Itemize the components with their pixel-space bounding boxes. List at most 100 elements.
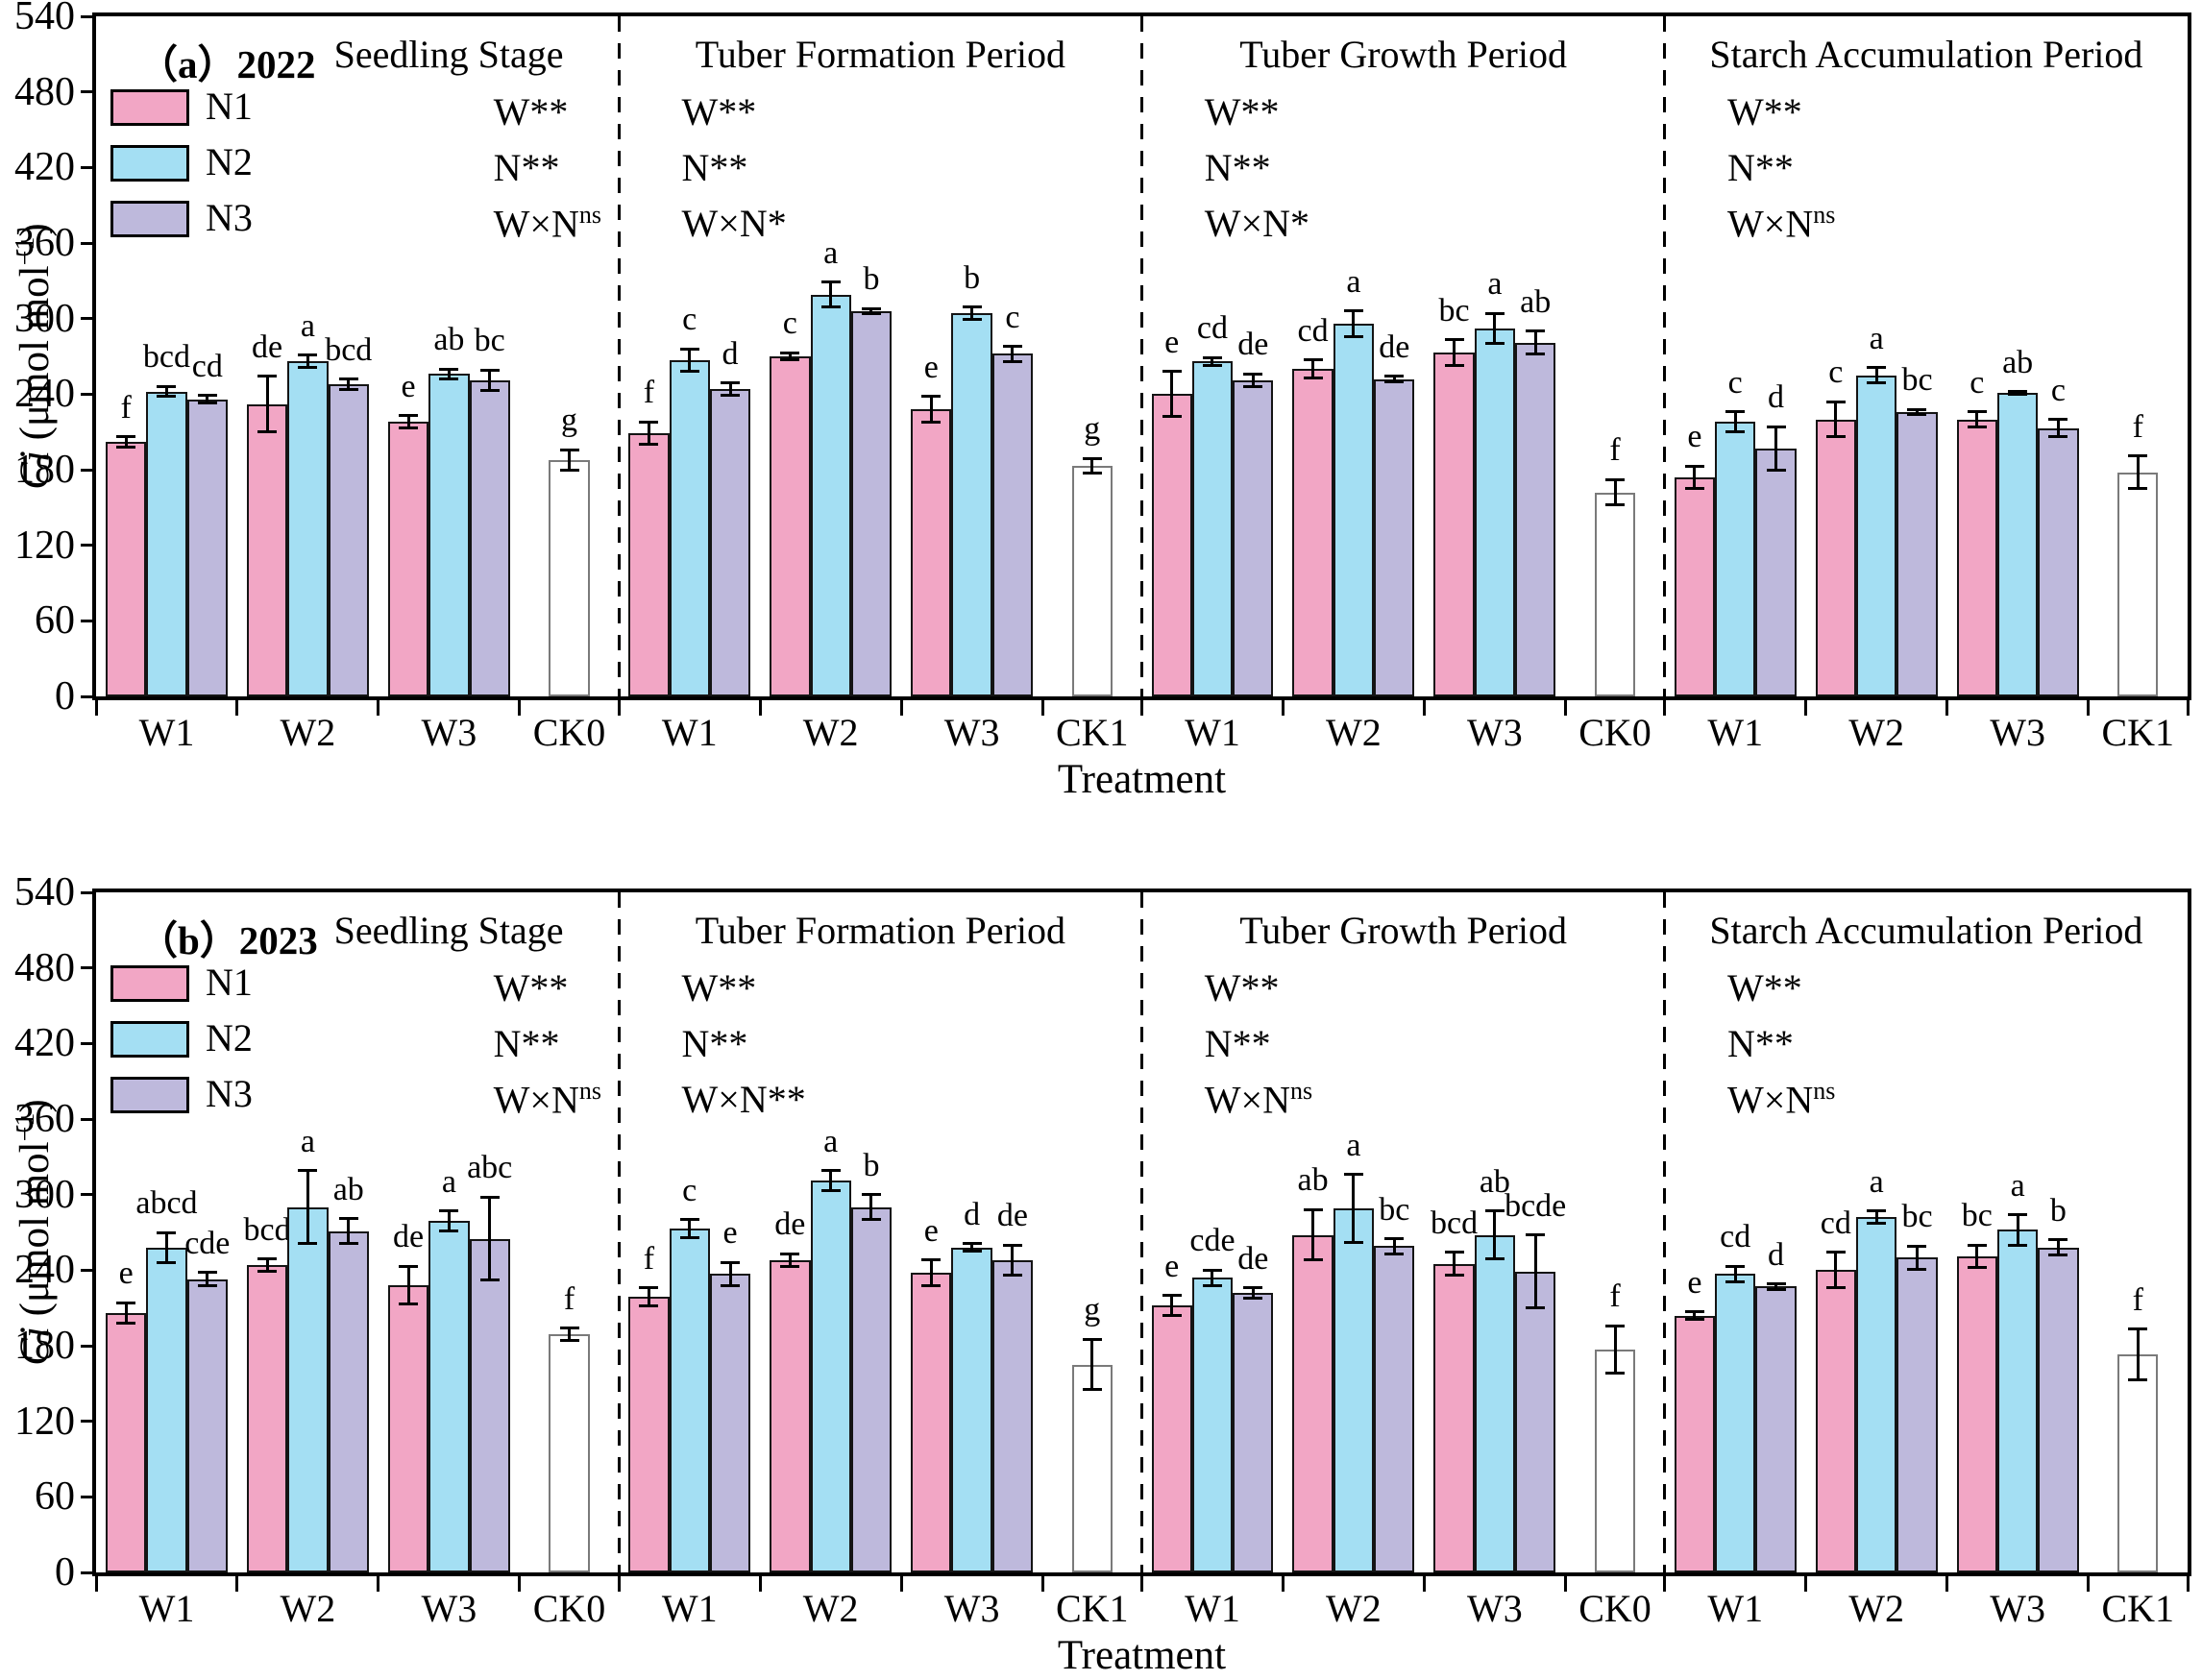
sig-letter: f [643, 1240, 655, 1277]
section-title: Tuber Growth Period [1239, 909, 1567, 952]
x-tick [1281, 700, 1284, 716]
error-bar [788, 353, 792, 360]
sig-letter: c [782, 305, 797, 342]
error-bar [1251, 374, 1255, 387]
stat-line: W** [1204, 966, 1280, 1010]
y-tick-label: 180 [14, 1324, 75, 1368]
y-tick [81, 1344, 96, 1348]
error-bar [306, 354, 309, 368]
bar-w1-n2 [146, 391, 187, 696]
sig-letter: abcd [135, 1185, 198, 1221]
error-bar-cap [1605, 1372, 1626, 1376]
sig-letter: cd [1297, 312, 1329, 349]
error-bar-cap [338, 377, 358, 381]
legend-label-n1: N1 [206, 961, 253, 1004]
error-bar [1392, 1238, 1396, 1254]
error-bar [2136, 455, 2140, 489]
stat-line: N** [681, 146, 748, 189]
x-group-label: CK1 [1055, 711, 1129, 754]
legend-swatch-n1 [110, 89, 189, 126]
error-bar-cap [1243, 384, 1263, 388]
error-bar [929, 396, 933, 423]
error-bar [206, 1272, 209, 1286]
error-bar [2056, 419, 2060, 437]
sig-letter: e [1687, 1264, 1702, 1301]
bar-w1-n1 [106, 442, 147, 696]
x-group-label: W1 [661, 711, 718, 754]
y-tick-label: 480 [14, 945, 75, 990]
error-bar-cap [721, 1260, 741, 1264]
x-group-label: W2 [802, 711, 859, 754]
error-bar-cap [1002, 1274, 1022, 1278]
error-bar-cap [1002, 1243, 1022, 1247]
error-bar-cap [338, 1242, 358, 1246]
error-bar [347, 1218, 351, 1244]
sig-letter: a [1346, 1127, 1361, 1163]
y-tick [81, 619, 96, 622]
error-bar-cap [1202, 363, 1222, 367]
sig-letter: de [1379, 329, 1410, 365]
error-bar-cap [921, 395, 942, 399]
x-group-label: CK1 [2101, 711, 2175, 754]
error-bar-cap [2048, 1254, 2068, 1257]
sig-letter: f [1609, 432, 1621, 469]
sig-letter: c [682, 1172, 697, 1208]
stat-line: W** [493, 90, 569, 134]
stat-line: N** [1204, 146, 1271, 189]
error-bar-cap [639, 443, 659, 447]
x-tick [899, 700, 903, 716]
error-bar [265, 1258, 269, 1272]
stat-line: N** [681, 1022, 748, 1065]
y-tick [81, 392, 96, 396]
error-bar [568, 1327, 572, 1341]
bar-w2-n2 [810, 294, 851, 696]
bar-w3-n3 [1515, 342, 1556, 696]
error-bar-cap [116, 1321, 136, 1325]
y-tick [81, 1117, 96, 1121]
y-tick-label: 240 [14, 372, 75, 417]
error-bar [347, 378, 351, 390]
sig-letter: bcd [325, 331, 373, 368]
error-bar-cap [2008, 392, 2028, 396]
y-tick [81, 544, 96, 548]
sig-letter: bc [1961, 1198, 1993, 1234]
x-tick [1563, 1576, 1567, 1592]
error-bar [1453, 339, 1456, 366]
error-bar-cap [820, 280, 841, 284]
section-divider [1140, 16, 1143, 696]
section-title: Starch Accumulation Period [1709, 909, 2143, 952]
error-bar [1493, 313, 1497, 344]
x-tick [2087, 1576, 2091, 1592]
error-bar-cap [1725, 1264, 1746, 1268]
stat-line: W** [1727, 966, 1802, 1010]
error-bar-cap [1825, 435, 1846, 439]
bar-w3-n1 [1956, 419, 1997, 696]
sig-letter: cd [1196, 310, 1229, 347]
stat-line: W** [1204, 90, 1280, 134]
bar-w2-n3 [328, 383, 369, 696]
error-bar-cap [861, 1193, 881, 1197]
x-group-label: W1 [1707, 1587, 1764, 1630]
error-bar [406, 1266, 410, 1304]
error-bar-cap [559, 448, 579, 451]
error-bar-cap [1907, 407, 1927, 411]
bar-w1-n3 [709, 1274, 751, 1572]
error-bar [2056, 1239, 2060, 1255]
error-bar [1733, 411, 1737, 432]
bar-w2-n2 [1333, 1208, 1375, 1572]
y-tick-label: 360 [14, 1097, 75, 1141]
bar-w1-n1 [628, 432, 670, 696]
error-bar-cap [1303, 1258, 1323, 1262]
sig-letter: b [863, 1147, 880, 1183]
sig-letter: g [561, 402, 578, 439]
x-group-label: CK1 [1055, 1587, 1129, 1630]
error-bar [447, 369, 451, 379]
bar-w3-n1 [911, 1272, 952, 1572]
sig-letter: a [1869, 320, 1884, 356]
error-bar [647, 422, 650, 445]
error-bar-cap [1725, 430, 1746, 434]
error-bar-cap [679, 347, 699, 351]
error-bar-cap [1384, 375, 1405, 378]
error-bar-cap [962, 1242, 982, 1246]
x-tick [94, 700, 98, 716]
